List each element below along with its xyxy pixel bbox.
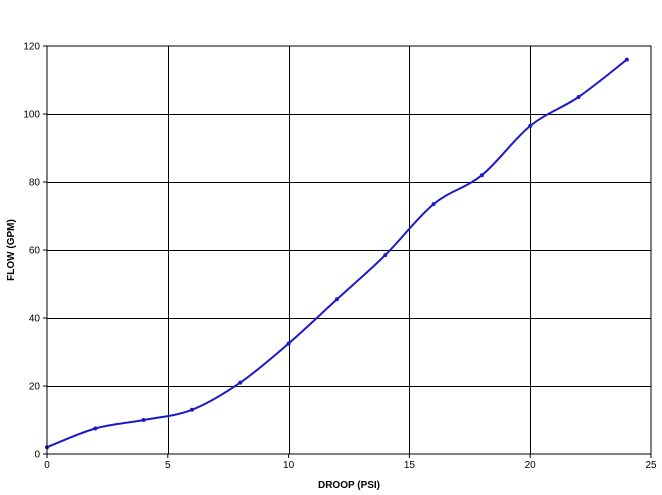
x-tick-label-2: 10 (283, 460, 295, 471)
y-tick-label-6: 120 (23, 42, 40, 53)
series-group (45, 57, 629, 450)
y-tick-label-5: 100 (23, 110, 40, 121)
data-point-0-2 (141, 418, 146, 422)
data-point-0-1 (93, 426, 98, 431)
data-point-0-5 (286, 341, 291, 346)
y-tick-labels: 0 20 40 60 80 100 120 (23, 42, 47, 461)
x-tick-label-1: 5 (165, 460, 171, 471)
x-tick-label-4: 20 (525, 460, 537, 471)
data-point-0-6 (334, 297, 339, 302)
data-point-0-8 (431, 202, 436, 207)
y-tick-label-3: 60 (29, 246, 41, 257)
x-tick-label-5: 25 (645, 460, 657, 471)
data-point-0-9 (479, 173, 484, 178)
data-point-0-11 (576, 95, 581, 99)
y-tick-label-4: 80 (29, 178, 41, 189)
data-point-0-10 (528, 123, 533, 128)
x-axis-label: DROOP (PSI) (318, 480, 380, 491)
data-point-0-7 (383, 253, 388, 258)
grid-lines (47, 46, 651, 454)
x-tick-labels: 0 5 10 15 20 25 (44, 454, 657, 471)
data-point-0-3 (189, 407, 194, 412)
data-point-0-12 (624, 57, 629, 62)
data-point-0-4 (238, 380, 243, 385)
x-tick-label-3: 15 (404, 460, 416, 471)
y-tick-label-0: 0 (34, 450, 40, 461)
y-axis-label: FLOW (GPM) (6, 219, 17, 281)
plot-frame (46, 45, 652, 455)
x-tick-label-0: 0 (44, 460, 50, 471)
y-tick-label-1: 20 (29, 382, 41, 393)
y-tick-label-2: 40 (29, 314, 41, 325)
